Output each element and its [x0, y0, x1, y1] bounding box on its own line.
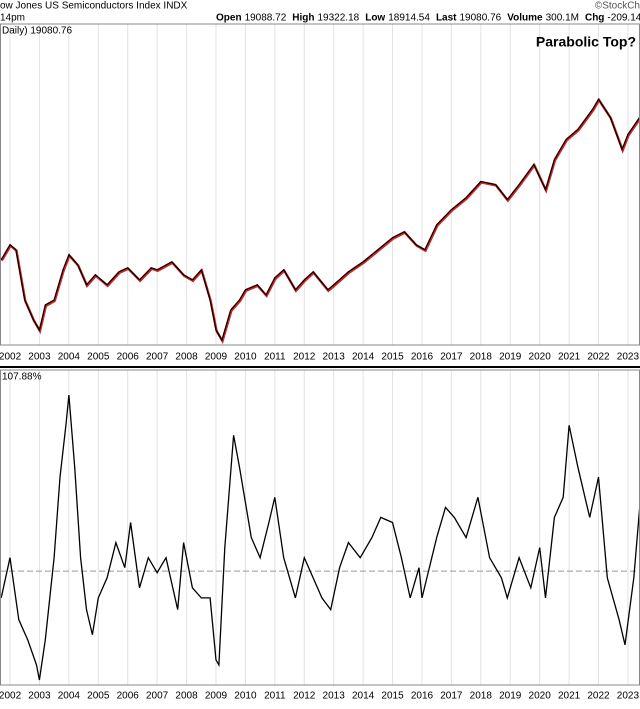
chart-title: ow Jones US Semiconductors Index INDX: [0, 1, 188, 12]
line: [0, 97, 640, 342]
x-tick-label: 2023: [617, 691, 640, 702]
x-tick-label: 2007: [146, 691, 169, 702]
x-tick-label: 2020: [529, 352, 552, 363]
x-tick-label: 2010: [234, 691, 257, 702]
x-tick-label: 2005: [87, 352, 110, 363]
x-tick-label: 2018: [470, 352, 493, 363]
x-tick-label: 2015: [381, 691, 404, 702]
line-shadow: [0, 97, 640, 345]
x-tick-label: 2022: [587, 352, 610, 363]
x-tick-label: 2013: [323, 691, 346, 702]
x-tick-label: 2011: [264, 691, 286, 702]
x-tick-label: 2014: [352, 691, 375, 702]
quote-label: High: [292, 13, 314, 24]
panel-border: [0, 369, 640, 686]
x-tick-label: 2004: [58, 352, 81, 363]
quote-value: 19088.72: [245, 13, 287, 24]
x-tick-label: 2021: [558, 691, 581, 702]
quote-label: Volume: [507, 13, 543, 24]
x-tick-label: 2021: [558, 352, 581, 363]
x-tick-label: 2012: [293, 691, 316, 702]
quote-label: Last: [436, 13, 457, 24]
x-tick-label: 2023: [617, 352, 640, 363]
quote-value: 19080.76: [460, 13, 502, 24]
x-tick-label: 2015: [381, 352, 404, 363]
x-tick-label: 2017: [440, 352, 463, 363]
time: 14pm: [0, 13, 25, 24]
quote-value: 18914.54: [388, 13, 430, 24]
line: [0, 395, 640, 681]
x-tick-label: 2002: [0, 352, 22, 363]
x-tick-label: 2016: [411, 691, 434, 702]
annotation: Parabolic Top?: [536, 34, 636, 50]
quote-label: Open: [216, 13, 242, 24]
quote-value: 300.1M: [546, 13, 579, 24]
x-tick-label: 2020: [529, 691, 552, 702]
x-tick-label: 2016: [411, 352, 434, 363]
x-tick-label: 2003: [28, 691, 51, 702]
x-tick-label: 2014: [352, 352, 375, 363]
x-tick-label: 2019: [499, 691, 522, 702]
x-tick-label: 2007: [146, 352, 169, 363]
x-tick-label: 2018: [470, 691, 493, 702]
x-tick-label: 2002: [0, 691, 22, 702]
legend-entry: Daily) 19080.76: [2, 26, 72, 37]
x-tick-label: 2005: [87, 691, 110, 702]
x-tick-label: 2009: [205, 352, 228, 363]
legend-entry: 107.88%: [2, 372, 42, 383]
x-tick-label: 2006: [117, 691, 140, 702]
x-tick-label: 2003: [28, 352, 51, 363]
x-tick-label: 2012: [293, 352, 316, 363]
quote-value: 19322.18: [318, 13, 360, 24]
quote-label: Low: [365, 13, 385, 24]
quote-label: Chg: [585, 13, 604, 24]
x-tick-label: 2019: [499, 352, 522, 363]
quote: Open 19088.72 High 19322.18 Low 18914.54 Last 1…: [216, 13, 640, 24]
x-tick-label: 2022: [587, 691, 610, 702]
quote-value: -209.14 (-: [607, 13, 640, 24]
x-tick-label: 2011: [264, 352, 286, 363]
x-tick-label: 2008: [175, 352, 198, 363]
x-tick-label: 2010: [234, 352, 257, 363]
x-tick-label: 2009: [205, 691, 228, 702]
header-bar: [0, 0, 640, 22]
x-tick-label: 2017: [440, 691, 463, 702]
x-tick-label: 2013: [323, 352, 346, 363]
x-tick-label: 2008: [175, 691, 198, 702]
x-tick-label: 2006: [117, 352, 140, 363]
x-tick-label: 2004: [58, 691, 81, 702]
source: ©StockCh: [595, 1, 640, 12]
